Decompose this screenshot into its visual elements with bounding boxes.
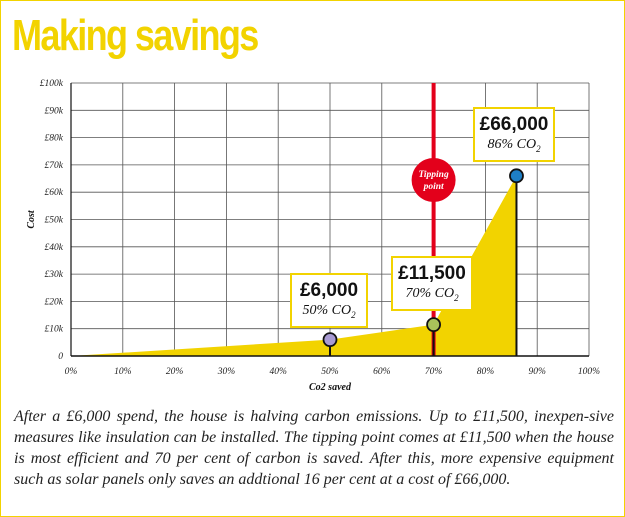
data-point — [322, 332, 338, 348]
x-tick-label: 30% — [217, 367, 236, 377]
area-series — [71, 175, 517, 356]
x-tick-label: 100% — [578, 367, 600, 377]
callout-11500: £11,500 70% CO2 — [391, 256, 473, 311]
page-title: Making savings — [12, 11, 259, 60]
y-tick-label: £30k — [45, 270, 64, 280]
x-tick-label: 40% — [269, 367, 287, 377]
callout-amount: £6,000 — [299, 280, 359, 301]
y-tick-label: £90k — [45, 106, 64, 116]
x-tick-label: 80% — [477, 367, 495, 377]
tipping-point-label: point — [423, 182, 444, 192]
y-tick-label: 0 — [58, 352, 63, 362]
data-point — [426, 317, 442, 333]
caption: After a £6,000 spend, the house is halvi… — [14, 408, 614, 488]
callout-co2: 86% CO2 — [487, 137, 541, 154]
callout-co2: 70% CO2 — [405, 286, 459, 303]
callout-amount: £66,000 — [479, 114, 549, 135]
x-tick-label: 70% — [425, 367, 443, 377]
x-tick-label: 60% — [373, 367, 391, 377]
y-tick-label: £60k — [45, 188, 64, 198]
y-tick-label: £80k — [45, 134, 64, 144]
x-tick-label: 90% — [528, 367, 546, 377]
tipping-point-badge — [411, 158, 456, 202]
y-axis-label: Cost — [26, 209, 37, 229]
callout-amount: £11,500 — [398, 263, 466, 284]
x-axis-label: Co2 saved — [309, 382, 352, 393]
y-tick-label: £10k — [45, 325, 64, 335]
y-tick-label: £50k — [45, 216, 64, 226]
data-point — [509, 168, 524, 184]
chart: Tipping point 0% 10% 20% 30% 40% 50% 60% 70% 80% 90… — [26, 79, 600, 393]
x-tick-label: 10% — [114, 367, 132, 377]
x-tick-label: 50% — [321, 367, 339, 377]
y-tick-label: £20k — [45, 297, 64, 307]
callout-66000: £66,000 86% CO2 — [473, 107, 555, 162]
x-tick-label: 20% — [166, 367, 184, 377]
y-tick-label: £40k — [45, 243, 64, 253]
y-tick-label: £100k — [40, 79, 64, 89]
callout-6000: £6,000 50% CO2 — [290, 273, 368, 328]
callout-co2: 50% CO2 — [302, 303, 356, 320]
x-tick-label: 0% — [65, 367, 78, 377]
y-tick-label: £70k — [45, 161, 64, 171]
tipping-point-label: Tipping — [418, 170, 449, 180]
